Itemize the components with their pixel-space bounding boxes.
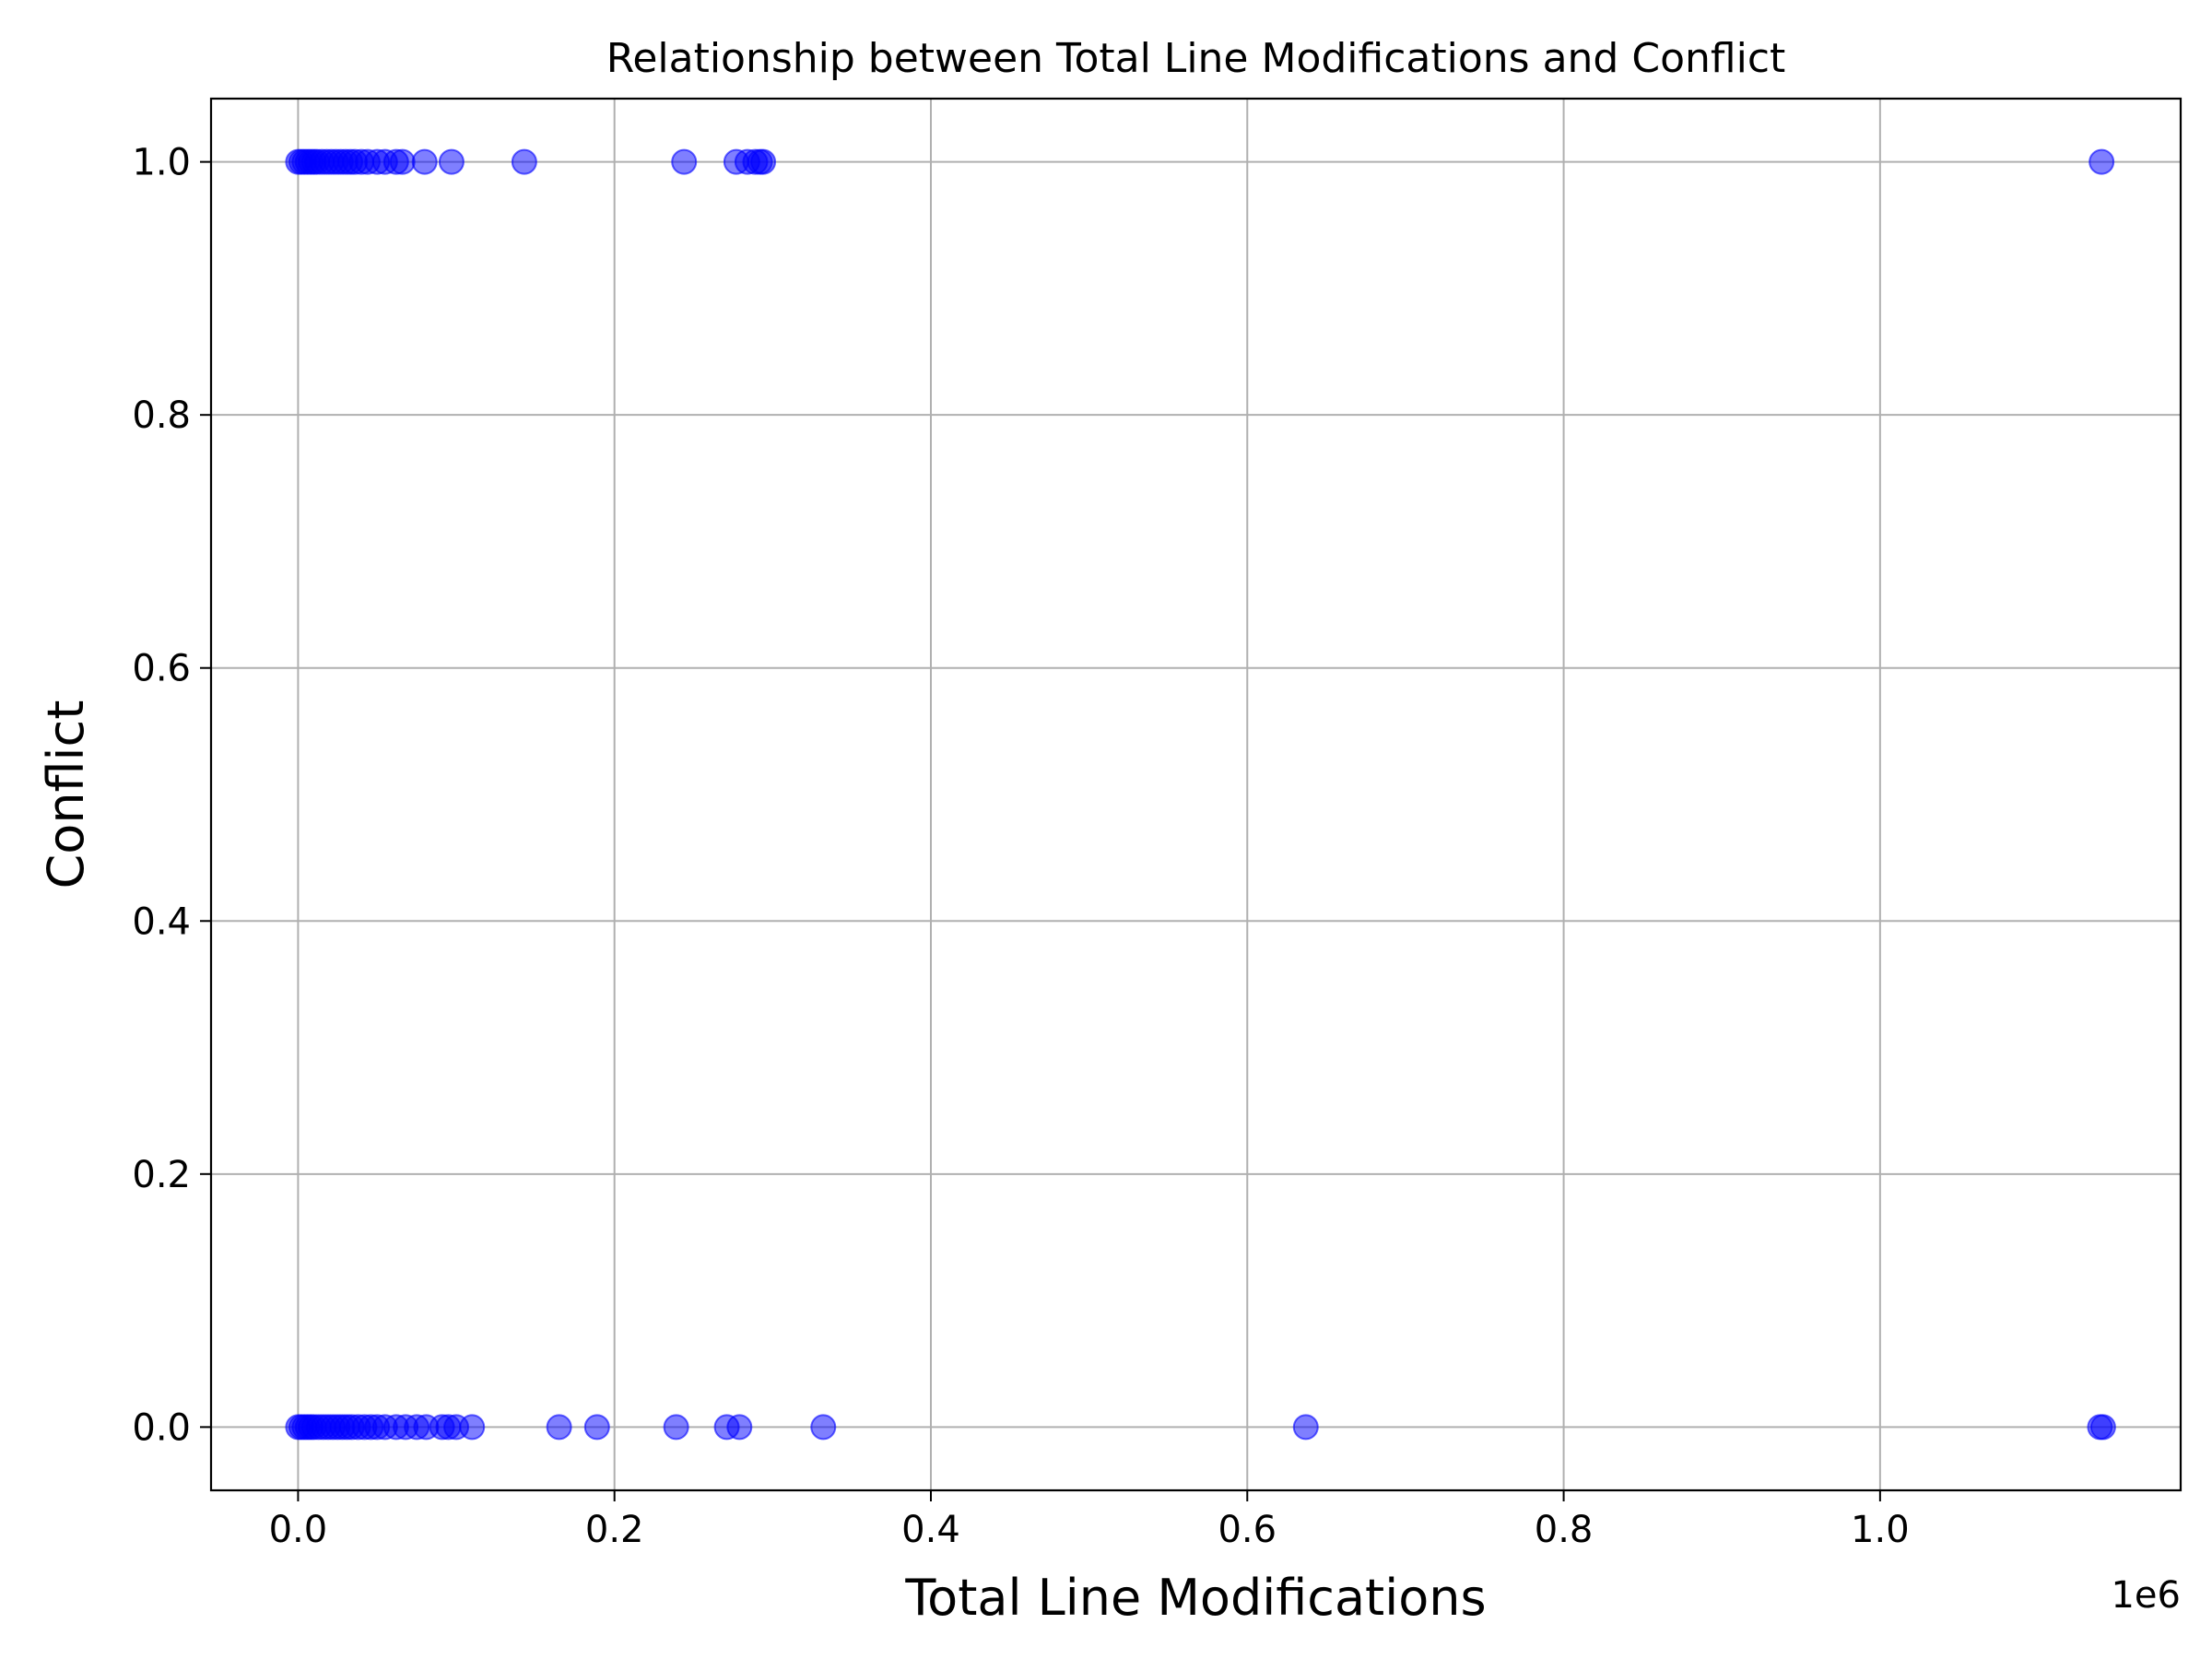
data-point	[2088, 148, 2115, 175]
data-point	[750, 148, 777, 175]
data-point	[726, 1414, 753, 1441]
plot-frame	[209, 97, 2183, 1492]
data-point	[663, 1414, 689, 1441]
x-tick-label: 0.6	[1218, 1509, 1277, 1551]
x-tick-label: 0.4	[901, 1509, 960, 1551]
data-point	[2089, 1414, 2116, 1441]
x-tick-label: 0.8	[1535, 1509, 1594, 1551]
data-point	[546, 1414, 572, 1441]
y-tick-label: 0.4	[132, 900, 191, 943]
data-point	[511, 148, 537, 175]
data-point	[411, 148, 438, 175]
y-tick-label: 0.2	[132, 1154, 191, 1196]
data-point	[810, 1414, 837, 1441]
data-point	[583, 1414, 610, 1441]
x-tick-label: 0.0	[269, 1509, 328, 1551]
data-point	[1292, 1414, 1319, 1441]
y-tick-label: 0.8	[132, 394, 191, 437]
x-tick-label: 1.0	[1851, 1509, 1910, 1551]
y-tick-label: 0.6	[132, 648, 191, 690]
data-point	[438, 148, 465, 175]
axis-ticks: 0.0 0.2 0.4 0.6 0.8 1.0 0.0 0.2 0.4 0.6 0.8 1.0	[132, 142, 1909, 1551]
data-points	[285, 148, 2116, 1441]
data-point	[389, 148, 416, 175]
x-axis-label: Total Line Modifications	[904, 1569, 1486, 1627]
y-axis-label: Conflict	[37, 700, 95, 889]
y-tick-label: 1.0	[132, 142, 191, 184]
chart-title: Relationship between Total Line Modifica…	[606, 35, 1786, 82]
x-tick-label: 0.2	[585, 1509, 644, 1551]
grid	[211, 99, 2181, 1490]
data-point	[459, 1414, 486, 1441]
x-axis-offset-label: 1e6	[2111, 1574, 2181, 1617]
data-point	[671, 148, 698, 175]
y-tick-label: 0.0	[132, 1406, 191, 1449]
